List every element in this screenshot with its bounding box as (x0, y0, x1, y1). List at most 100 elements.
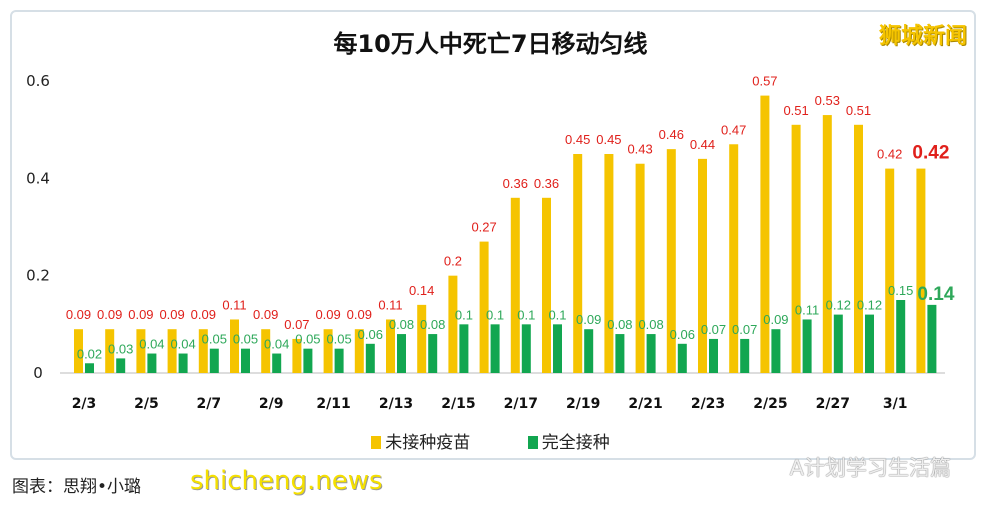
watermark: shicheng.news (190, 466, 383, 496)
x-tick-label: 2/23 (691, 396, 725, 412)
vaccinated-bar (709, 338, 718, 373)
legend-swatch (527, 436, 538, 449)
data-label: 0.09 (763, 312, 788, 327)
data-label: 0.04 (264, 337, 289, 352)
data-label: 0.43 (627, 142, 652, 157)
x-tick-label: 2/5 (134, 396, 159, 412)
unvaccinated-bar (604, 154, 614, 373)
chart-credit: 图表：思翔•小璐 (12, 477, 142, 497)
data-label: 0.09 (159, 307, 184, 322)
legend-swatch (371, 436, 382, 449)
unvaccinated-bar (760, 95, 770, 373)
vaccinated-bar (428, 334, 438, 373)
data-label: 0.46 (659, 127, 684, 142)
data-label: 0.05 (295, 332, 320, 347)
data-label: 0.51 (846, 103, 871, 118)
vaccinated-bar (865, 314, 874, 373)
vaccinated-bar (397, 334, 406, 373)
data-label: 0.14 (409, 283, 434, 298)
x-tick-label: 2/19 (566, 396, 600, 412)
vaccinated-bar (927, 304, 937, 373)
legend-label: 未接种疫苗 (385, 433, 471, 453)
vaccinated-bar (365, 343, 375, 373)
y-tick-label: 0.2 (26, 267, 50, 285)
data-label: 0.14 (917, 284, 954, 305)
vaccinated-bar (553, 324, 562, 373)
unvaccinated-bar (666, 149, 676, 373)
vaccinated-bar (459, 324, 469, 373)
vaccinated-bar (677, 343, 687, 373)
vaccinated-bar (116, 358, 126, 373)
unvaccinated-bar (292, 338, 302, 373)
vaccinated-bar (209, 348, 219, 373)
unvaccinated-bar (916, 168, 926, 373)
data-label: 0.09 (315, 307, 340, 322)
chart-title: 每10万人中死亡7日移动匀线 (333, 30, 648, 58)
data-label: 0.47 (721, 122, 746, 137)
data-label: 0.04 (170, 337, 195, 352)
y-tick-label: 0.4 (26, 169, 50, 187)
data-label: 0.42 (877, 147, 902, 162)
unvaccinated-bar (323, 329, 333, 373)
data-label: 0.04 (139, 337, 164, 352)
vaccinated-bar (147, 353, 157, 373)
data-label: 0.27 (471, 220, 496, 235)
data-label: 0.09 (347, 307, 372, 322)
x-tick-label: 2/3 (72, 396, 97, 412)
unvaccinated-bar (417, 304, 427, 373)
unvaccinated-bar (479, 241, 489, 373)
x-tick-label: 2/15 (441, 396, 475, 412)
unvaccinated-bar (167, 329, 177, 373)
legend-item-vaccinated: 完全接种 (527, 428, 610, 453)
data-label: 0.09 (97, 307, 122, 322)
x-tick-label: 2/9 (259, 396, 284, 412)
unvaccinated-bar (386, 319, 395, 373)
data-label: 0.09 (191, 307, 216, 322)
data-label: 0.08 (638, 317, 663, 332)
data-label: 0.11 (222, 297, 246, 312)
data-label: 0.09 (576, 312, 601, 327)
data-label: 0.45 (565, 132, 590, 147)
data-label: 0.51 (783, 103, 808, 118)
unvaccinated-bar (635, 163, 645, 373)
vaccinated-bar (334, 348, 344, 373)
data-label: 0.05 (326, 332, 351, 347)
vaccinated-bar (615, 334, 625, 373)
unvaccinated-bar (354, 329, 364, 373)
unvaccinated-bar (854, 124, 863, 373)
unvaccinated-bar (573, 154, 583, 373)
vaccinated-bar (521, 324, 531, 373)
vaccinated-bar (771, 329, 781, 373)
data-label: 0.06 (670, 327, 695, 342)
data-label: 0.1 (548, 307, 566, 322)
unvaccinated-bar (698, 158, 707, 373)
data-label: 0.08 (420, 317, 445, 332)
y-tick-label: 0.6 (26, 72, 50, 90)
chart-frame (10, 10, 976, 460)
unvaccinated-bar (729, 144, 739, 373)
data-label: 0.02 (77, 346, 102, 361)
x-tick-label: 2/7 (196, 396, 221, 412)
x-tick-label: 2/21 (628, 396, 662, 412)
data-label: 0.44 (690, 137, 715, 152)
vaccinated-bar (303, 348, 313, 373)
x-tick-label: 2/25 (753, 396, 787, 412)
data-label: 0.05 (202, 332, 227, 347)
data-label: 0.1 (486, 307, 504, 322)
vaccinated-bar (802, 319, 812, 373)
vaccinated-bar (740, 338, 750, 373)
data-label: 0.42 (912, 143, 949, 164)
vaccinated-bar (584, 329, 594, 373)
x-tick-label: 2/11 (316, 396, 350, 412)
data-label: 0.15 (888, 283, 913, 298)
data-label: 0.11 (795, 302, 819, 317)
legend-label: 完全接种 (541, 433, 610, 453)
data-label: 0.2 (444, 254, 462, 269)
data-label: 0.07 (701, 322, 726, 337)
y-tick-label: 0 (33, 364, 43, 382)
vaccinated-bar (85, 363, 94, 373)
data-label: 0.06 (358, 327, 383, 342)
data-label: 0.1 (517, 307, 535, 322)
data-label: 0.53 (815, 93, 840, 108)
